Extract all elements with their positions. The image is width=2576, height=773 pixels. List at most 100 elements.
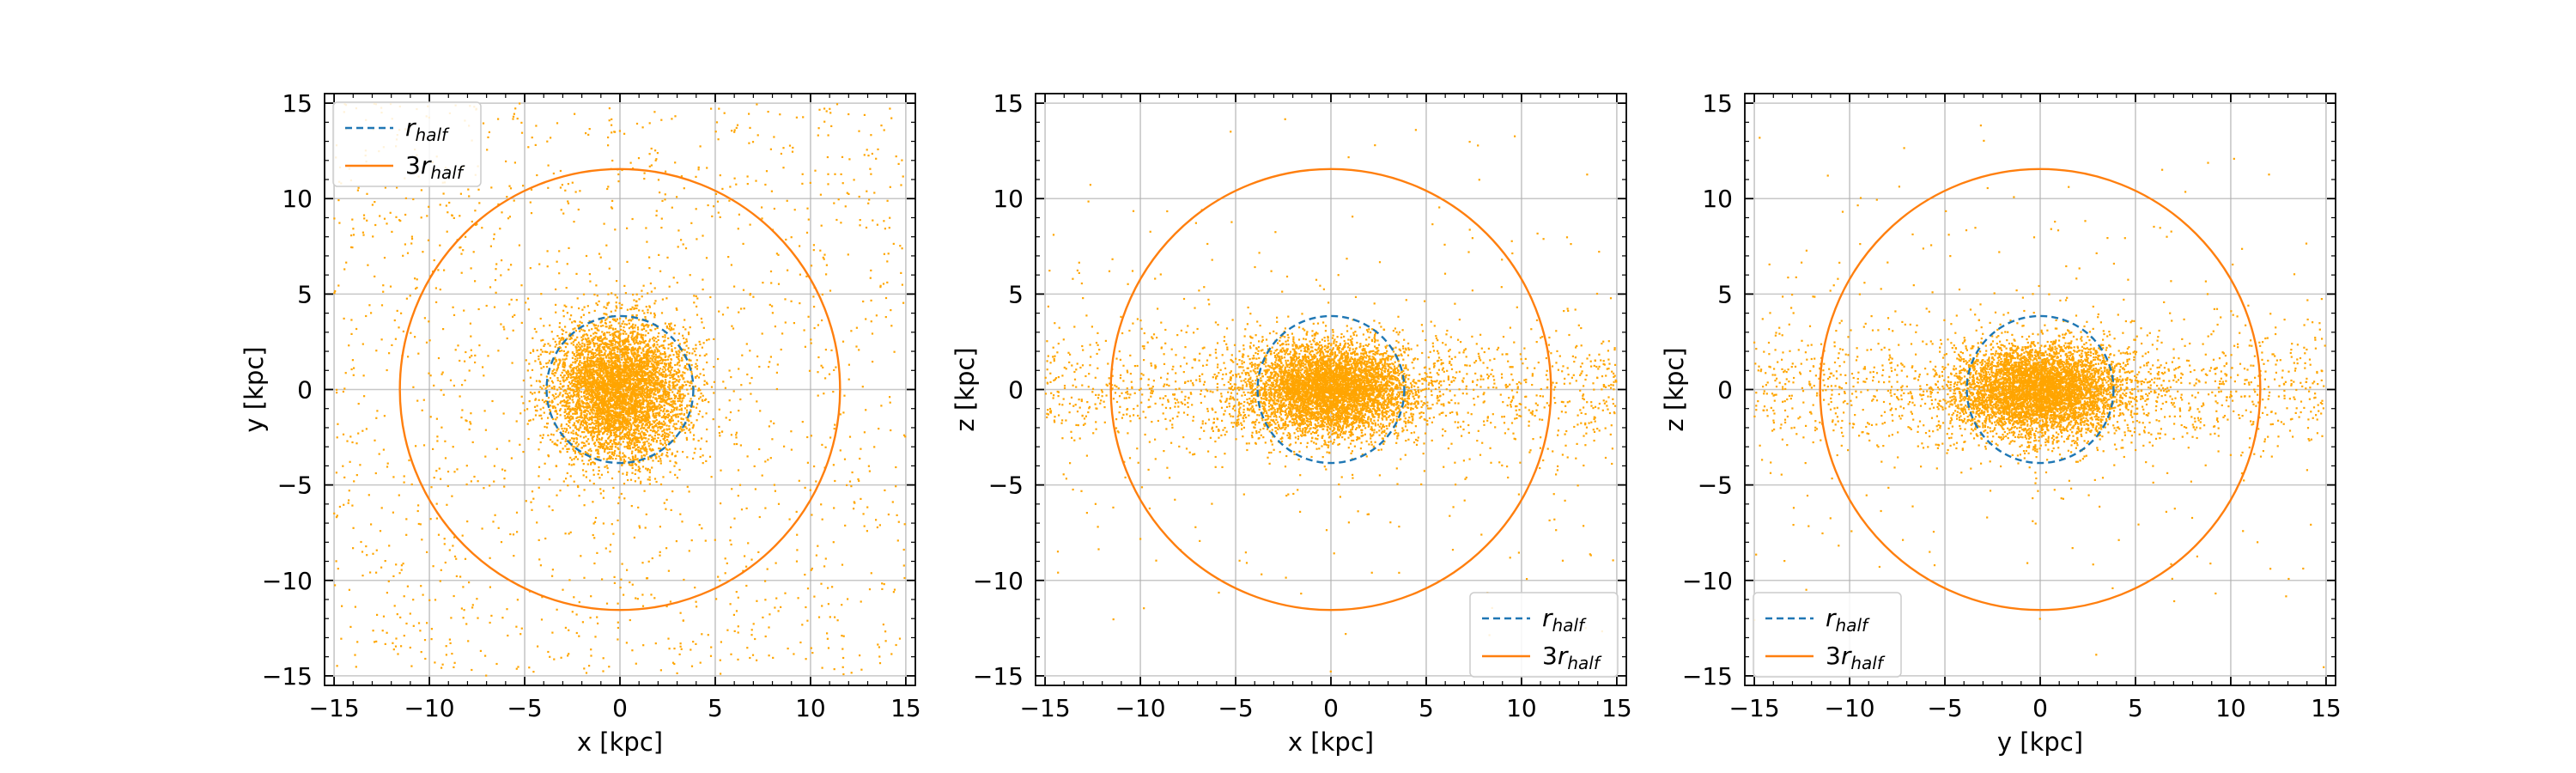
particle-point [653,316,656,319]
particle-point [590,352,593,355]
particle-point [608,332,611,334]
particle-point [571,416,574,418]
particle-point [611,453,614,455]
particle-point [581,455,584,458]
particle-point [624,399,627,401]
particle-point [629,332,632,334]
particle-point [596,420,598,423]
particle-point [645,352,647,356]
particle-point [574,442,577,445]
particle-point [617,403,619,405]
particle-point [639,410,642,412]
particle-point [619,407,622,410]
particle-point [597,393,599,395]
particle-point [671,452,674,454]
particle-point [582,385,586,387]
particle-point [551,386,554,390]
particle-point [605,401,607,404]
particle-point [655,456,658,459]
particle-point [641,397,644,399]
particle-point [580,321,583,324]
particle-point [580,372,583,374]
particle-point [681,423,683,426]
particle-point [631,314,634,317]
particle-point [657,433,659,435]
particle-point [677,374,680,377]
particle-point [581,401,584,404]
particle-point [592,373,595,375]
particle-point [652,427,654,429]
particle-point [611,388,613,392]
particle-point [718,432,720,435]
particle-point [571,373,574,375]
particle-point [597,385,599,387]
particle-point [708,401,710,404]
particle-point [574,405,577,408]
particle-point [621,358,623,361]
particle-point [612,420,615,423]
particle-point [576,297,579,300]
particle-point [685,409,689,411]
particle-point [664,436,666,439]
particle-point [647,372,649,374]
particle-point [568,420,570,423]
particle-point [627,391,629,393]
particle-point [607,361,610,363]
particle-point [598,438,601,441]
particle-point [606,377,609,380]
particle-point [601,402,604,405]
particle-point [573,409,575,411]
particle-point [586,374,588,376]
particle-point [574,455,577,458]
particle-point [665,396,667,399]
particle-point [601,406,605,409]
particle-point [630,400,633,403]
particle-point [595,332,598,335]
particle-point [644,356,647,359]
particle-point [683,380,686,383]
particle-point [619,387,622,390]
particle-point [637,400,640,403]
particle-point [658,369,660,372]
particle-point [635,386,638,389]
particle-point [582,338,585,340]
particle-point [594,371,598,374]
particle-point [617,341,619,344]
particle-point [591,415,593,417]
particle-point [639,436,641,439]
particle-point [621,386,623,388]
particle-point [602,368,605,370]
particle-point [674,454,677,457]
particle-point [598,336,601,338]
particle-point [575,366,578,368]
particle-point [629,375,632,378]
particle-point [634,381,636,384]
particle-point [558,341,561,344]
particle-point [598,369,600,372]
particle-point [620,395,623,398]
particle-point [654,390,657,393]
particle-point [654,393,657,396]
particle-point [587,362,590,365]
particle-point [541,387,544,390]
particle-point [580,391,583,393]
particle-point [630,378,633,381]
particle-point [699,455,702,459]
particle-point [539,441,542,444]
particle-point [601,427,604,429]
particle-point [642,374,646,377]
particle-point [573,353,575,356]
particle-point [634,414,636,417]
particle-point [635,444,638,447]
particle-point [669,370,671,373]
particle-point [649,423,652,425]
particle-point [645,344,648,346]
particle-point [697,376,701,379]
particle-point [569,408,572,411]
particle-point [657,378,659,380]
particle-point [605,418,608,421]
particle-point [672,425,675,428]
particle-point [646,450,648,453]
particle-point [664,431,666,434]
particle-point [576,445,579,447]
